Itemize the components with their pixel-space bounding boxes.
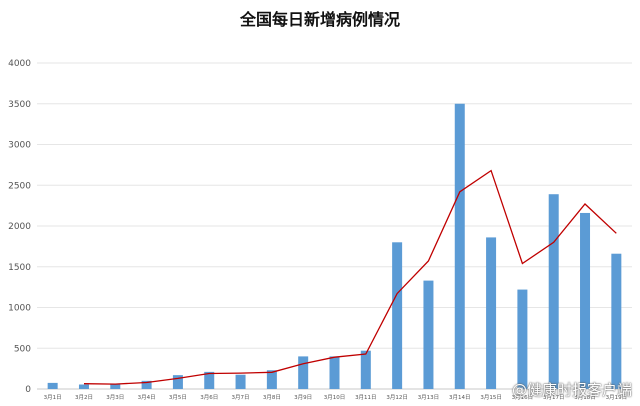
- y-tick-label: 2500: [8, 181, 31, 191]
- x-tick-label: 3月5日: [169, 394, 187, 401]
- watermark: @健康时报客户端: [511, 381, 632, 399]
- bar: [392, 242, 403, 389]
- gridlines: [37, 62, 632, 390]
- bar: [360, 350, 371, 389]
- y-axis-ticks: 0 500 1000 1500 2000 2500 3000 3500 4000: [8, 59, 31, 395]
- x-tick-label: 3月13日: [418, 394, 440, 401]
- x-tick-label: 3月7日: [232, 394, 250, 401]
- bar: [110, 383, 121, 389]
- x-tick-label: 3月4日: [138, 394, 156, 401]
- x-tick-label: 3月19日: [606, 394, 628, 401]
- bar: [204, 371, 215, 389]
- x-tick-label: 3月11日: [355, 394, 377, 401]
- x-tick-label: 3月3日: [106, 394, 124, 401]
- bar: [235, 374, 246, 389]
- bar: [78, 384, 89, 389]
- x-tick-label: 3月15日: [480, 394, 502, 401]
- x-tick-label: 3月14日: [449, 394, 471, 401]
- y-tick-label: 3500: [8, 100, 31, 110]
- bar: [141, 380, 152, 389]
- x-tick-label: 3月12日: [386, 394, 408, 401]
- bar: [298, 356, 309, 389]
- x-tick-label: 3月8日: [263, 394, 281, 401]
- y-tick-label: 500: [14, 344, 31, 354]
- x-tick-label: 3月1日: [44, 394, 62, 401]
- bar: [266, 370, 277, 389]
- trend-line: [83, 169, 617, 385]
- chart-title: 全国每日新增病例情况: [239, 10, 400, 29]
- y-tick-label: 0: [25, 385, 31, 395]
- bar: [611, 253, 622, 389]
- x-tick-label: 3月9日: [294, 394, 312, 401]
- y-tick-label: 4000: [8, 59, 31, 69]
- bar: [329, 356, 340, 389]
- bar-series: [47, 103, 622, 389]
- bar: [47, 382, 58, 389]
- x-tick-label: 3月2日: [75, 394, 93, 401]
- bar: [580, 212, 591, 389]
- bar: [486, 237, 497, 389]
- line-series: [83, 169, 617, 385]
- x-axis-ticks: 3月1日 3月2日 3月3日 3月4日 3月5日 3月6日 3月7日 3月8日 3月9日 3月10…: [44, 394, 627, 401]
- bar: [172, 375, 183, 389]
- x-tick-label: 3月10日: [324, 394, 346, 401]
- y-tick-label: 3000: [8, 141, 31, 151]
- x-tick-label: 3月18日: [574, 394, 596, 401]
- bar: [548, 194, 559, 389]
- x-tick-label: 3月16日: [512, 394, 534, 401]
- y-tick-label: 2000: [8, 222, 31, 232]
- bar: [517, 289, 528, 389]
- x-tick-label: 3月17日: [543, 394, 565, 401]
- bar: [454, 103, 465, 389]
- y-tick-label: 1000: [8, 304, 31, 314]
- bar: [423, 280, 434, 389]
- y-tick-label: 1500: [8, 263, 31, 273]
- x-tick-label: 3月6日: [200, 394, 218, 401]
